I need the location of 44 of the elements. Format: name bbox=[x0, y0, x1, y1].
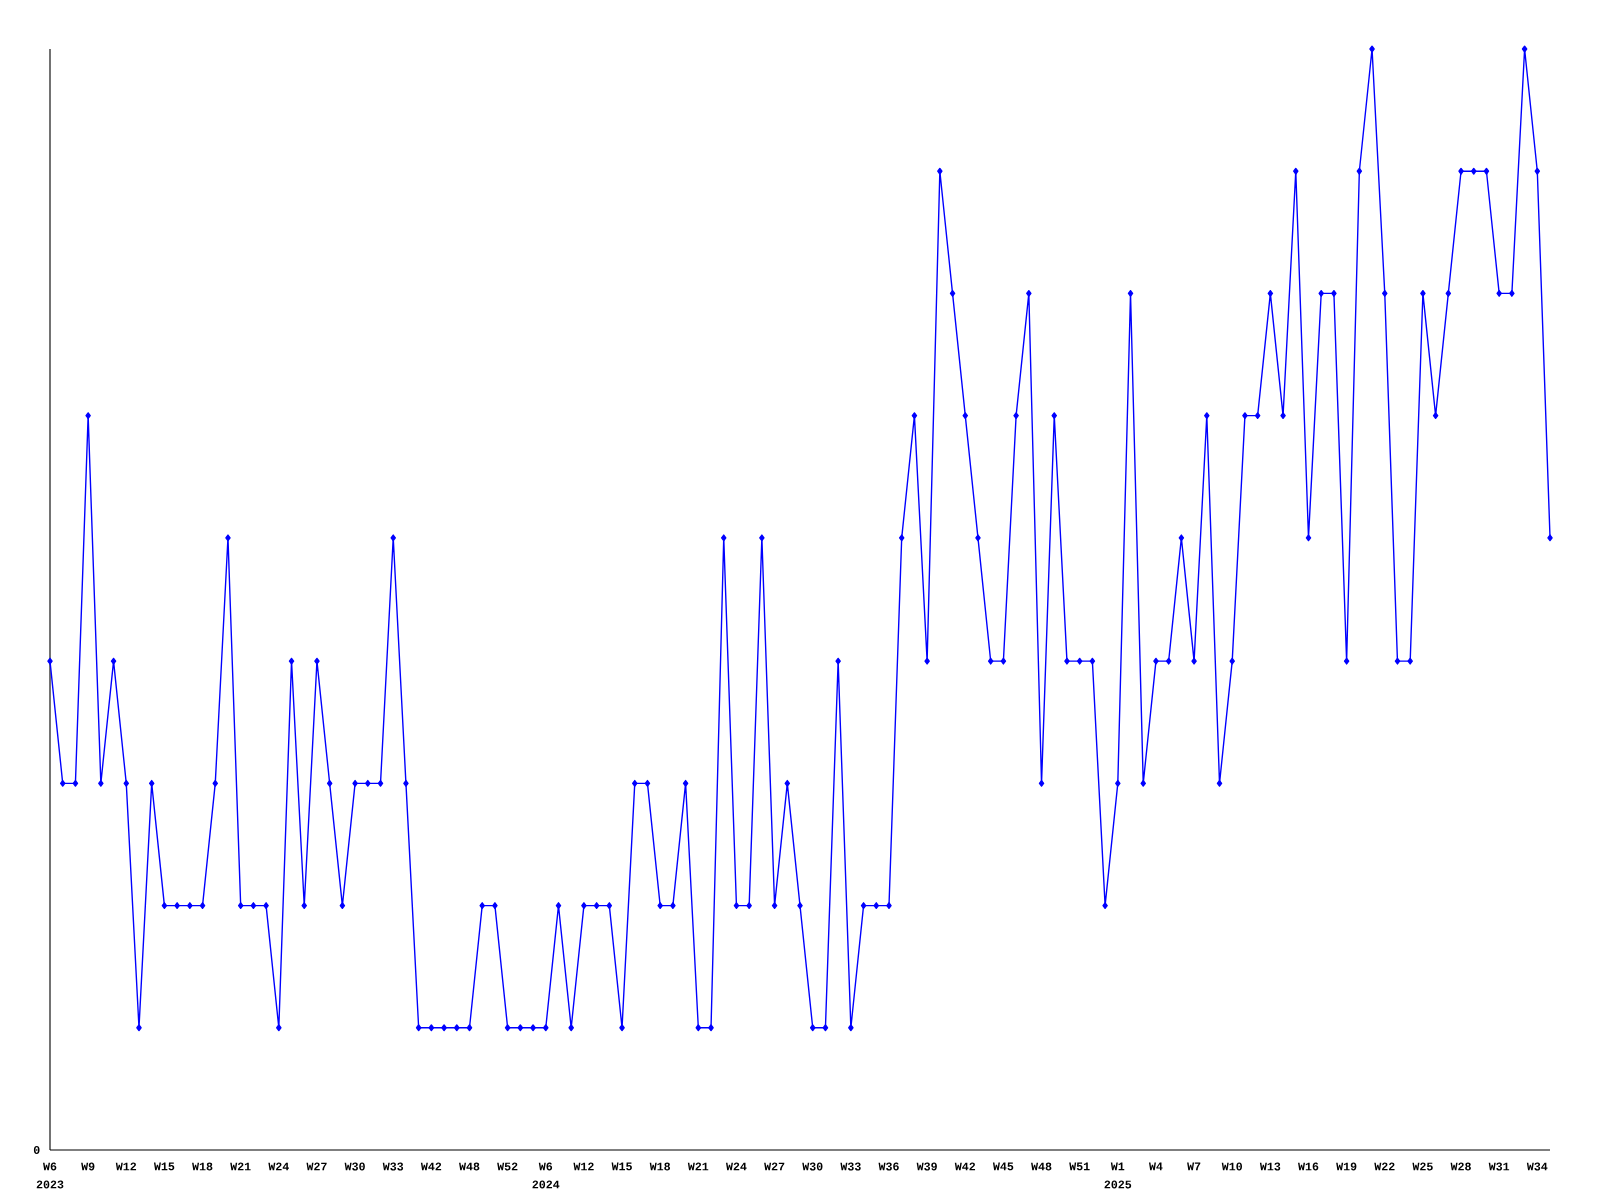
x-tick-label: W24 bbox=[725, 1162, 747, 1171]
x-tick-label: W51 bbox=[1069, 1162, 1090, 1171]
x-tick-label: W45 bbox=[992, 1162, 1014, 1171]
text: 2024 bbox=[532, 1180, 560, 1189]
x-tick-label: W6 bbox=[538, 1162, 553, 1171]
x-tick-label: W15 bbox=[611, 1162, 632, 1171]
x-tick-label: W6 bbox=[43, 1162, 57, 1171]
x-tick-label: W10 bbox=[1221, 1162, 1242, 1171]
x-tick-label: W4 bbox=[1148, 1162, 1163, 1171]
x-tick-label: W12 bbox=[573, 1162, 594, 1171]
text: 0 bbox=[33, 1146, 40, 1154]
x-tick-label: W48 bbox=[1031, 1162, 1052, 1171]
x-tick-label: W28 bbox=[1450, 1162, 1471, 1171]
x-tick-label: W16 bbox=[1298, 1162, 1319, 1171]
x-tick-label: W27 bbox=[764, 1162, 785, 1171]
x-tick-label: W15 bbox=[153, 1162, 175, 1171]
x-tick-label: W18 bbox=[192, 1162, 213, 1171]
x-tick-label: W9 bbox=[81, 1162, 95, 1171]
x-tick-label: W36 bbox=[878, 1162, 899, 1171]
x-tick-label: W7 bbox=[1187, 1162, 1201, 1171]
x-tick-label: W52 bbox=[497, 1162, 518, 1171]
text: 2025 bbox=[1104, 1180, 1132, 1189]
x-tick-label: W30 bbox=[802, 1162, 823, 1171]
x-tick-label: W31 bbox=[1488, 1162, 1510, 1171]
text: 2023 bbox=[36, 1180, 64, 1189]
x-tick-label: W21 bbox=[687, 1162, 709, 1171]
x-tick-label: W42 bbox=[954, 1162, 976, 1171]
x-tick-label: W18 bbox=[649, 1162, 671, 1171]
x-tick-label: W30 bbox=[344, 1162, 365, 1171]
x-tick-label: W12 bbox=[115, 1162, 137, 1171]
x-tick-label: W42 bbox=[420, 1162, 442, 1171]
x-tick-label: W24 bbox=[268, 1162, 289, 1171]
x-tick-label: W19 bbox=[1336, 1162, 1357, 1171]
x-tick-label: W27 bbox=[306, 1162, 327, 1171]
x-tick-label: W22 bbox=[1374, 1162, 1395, 1171]
x-tick-label: W33 bbox=[840, 1162, 861, 1171]
x-tick-label: W34 bbox=[1526, 1162, 1548, 1171]
x-tick-label: W13 bbox=[1259, 1162, 1281, 1171]
x-tick-label: W33 bbox=[382, 1162, 404, 1171]
x-tick-label: W1 bbox=[1110, 1162, 1125, 1171]
x-tick-label: W25 bbox=[1412, 1162, 1433, 1171]
x-tick-label: W39 bbox=[916, 1162, 937, 1171]
x-tick-label: W21 bbox=[230, 1162, 251, 1171]
x-tick-label: W48 bbox=[459, 1162, 480, 1171]
